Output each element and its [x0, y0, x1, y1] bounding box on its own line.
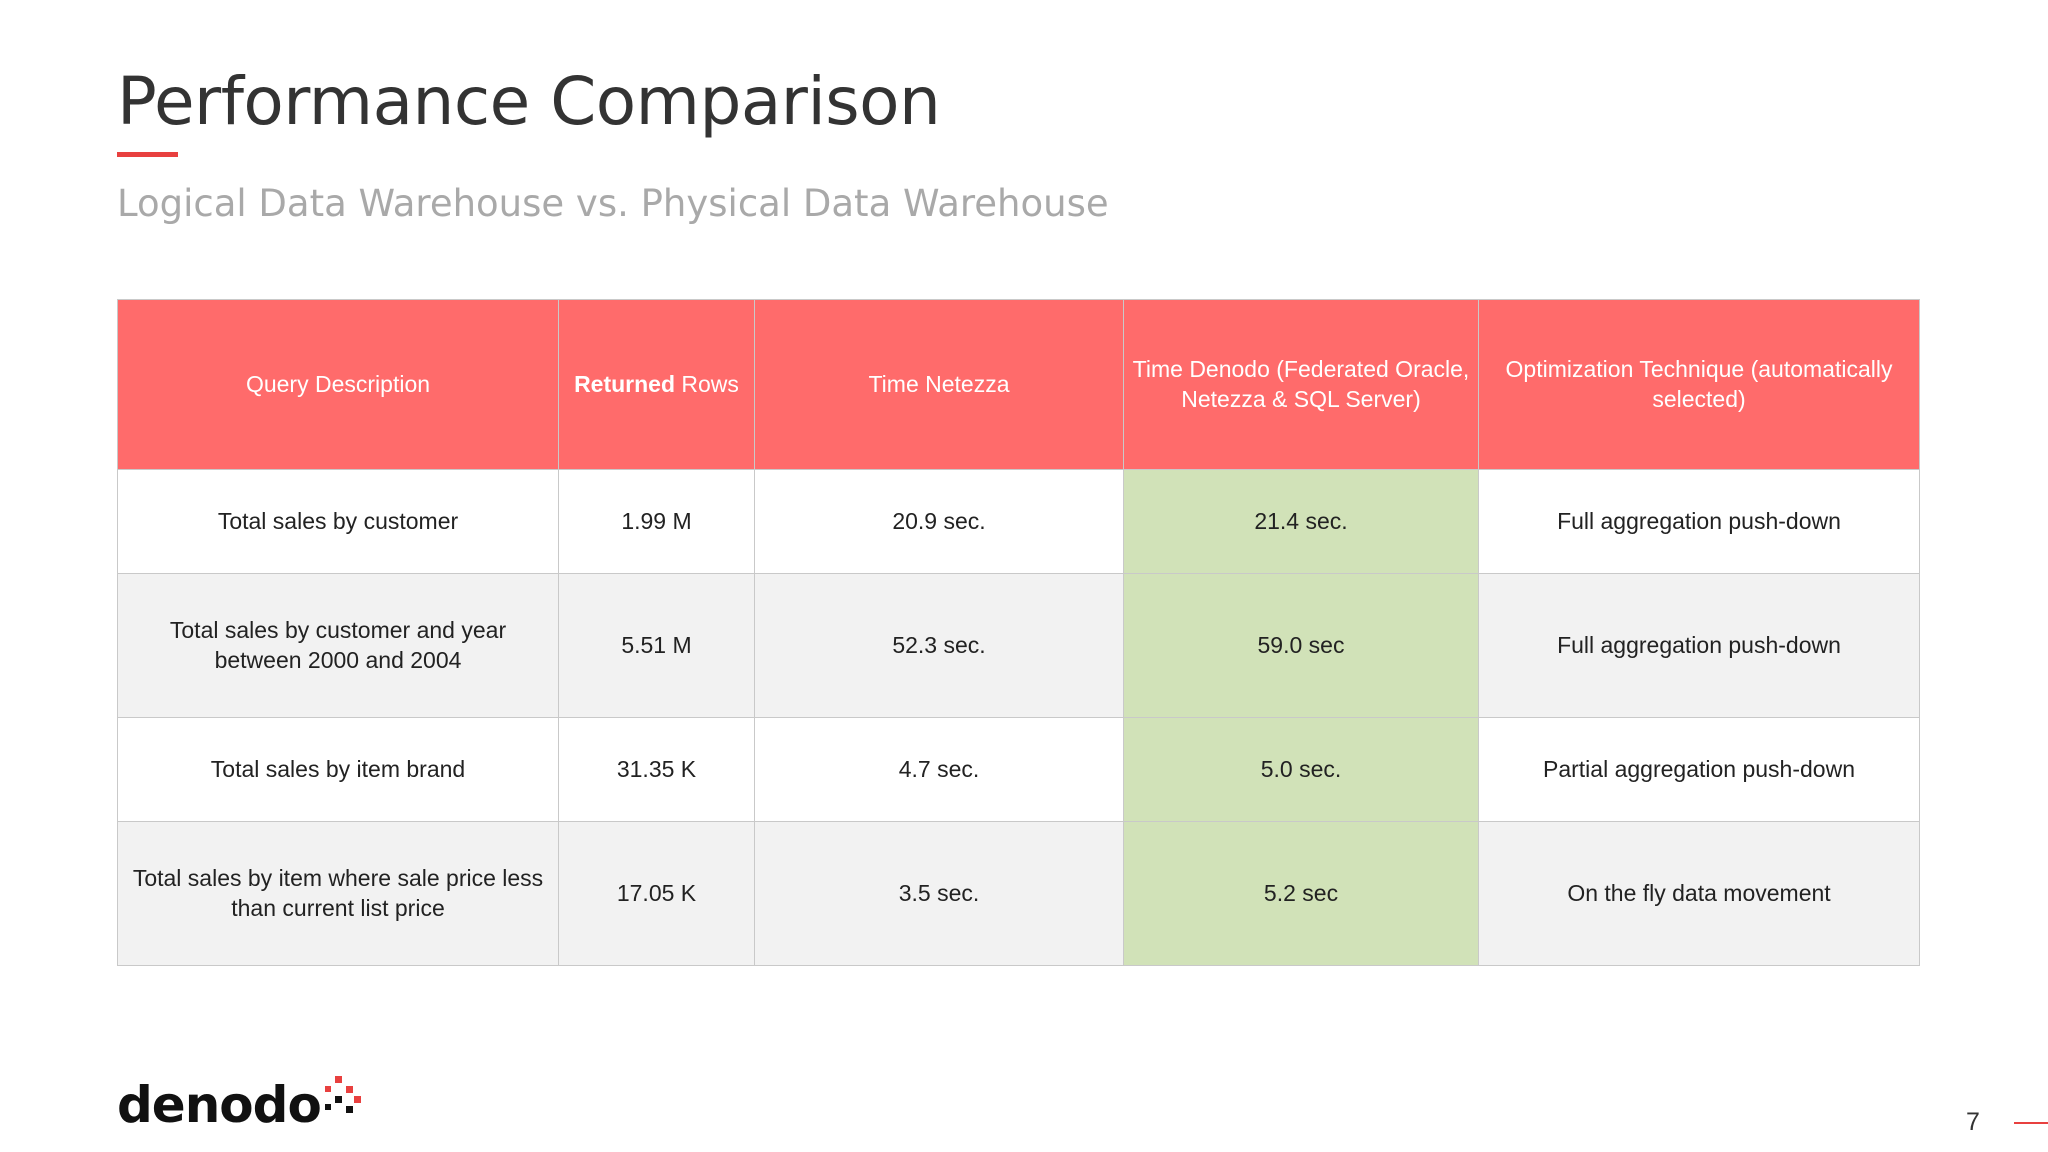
cell-optimization-technique: Full aggregation push-down [1478, 573, 1920, 718]
cell-returned-rows: 5.51 M [558, 573, 755, 718]
table-row: Total sales by customer and year between… [117, 573, 1920, 718]
header-returned-rows: Returned Rows [558, 299, 755, 470]
page-number-rule [2014, 1122, 2048, 1124]
cell-time-denodo: 5.2 sec [1123, 821, 1479, 966]
table-row: Total sales by item brand 31.35 K 4.7 se… [117, 717, 1920, 822]
header-returned-rows-rest: Rows [675, 370, 739, 397]
page-number: 7 [1966, 1108, 1980, 1136]
cell-returned-rows: 17.05 K [558, 821, 755, 966]
slide-title: Performance Comparison [117, 63, 941, 140]
header-optimization-technique: Optimization Technique (automatically se… [1478, 299, 1920, 470]
cell-time-denodo: 21.4 sec. [1123, 469, 1479, 574]
slide-subtitle: Logical Data Warehouse vs. Physical Data… [117, 182, 1109, 225]
performance-table: Query Description Returned Rows Time Net… [117, 299, 1920, 966]
table-row: Total sales by item where sale price les… [117, 821, 1920, 966]
table-header-row: Query Description Returned Rows Time Net… [117, 299, 1920, 470]
cell-returned-rows: 31.35 K [558, 717, 755, 822]
cell-returned-rows: 1.99 M [558, 469, 755, 574]
cell-time-netezza: 52.3 sec. [754, 573, 1124, 718]
cell-query-description: Total sales by customer and year between… [117, 573, 559, 718]
cell-time-denodo: 5.0 sec. [1123, 717, 1479, 822]
cell-optimization-technique: Full aggregation push-down [1478, 469, 1920, 574]
header-time-netezza: Time Netezza [754, 299, 1124, 470]
cell-query-description: Total sales by item where sale price les… [117, 821, 559, 966]
header-query-description: Query Description [117, 299, 559, 470]
cell-time-netezza: 4.7 sec. [754, 717, 1124, 822]
cell-query-description: Total sales by customer [117, 469, 559, 574]
title-underline [117, 152, 178, 157]
header-time-denodo: Time Denodo (Federated Oracle, Netezza &… [1123, 299, 1479, 470]
cell-optimization-technique: On the fly data movement [1478, 821, 1920, 966]
cell-time-netezza: 20.9 sec. [754, 469, 1124, 574]
table-row: Total sales by customer 1.99 M 20.9 sec.… [117, 469, 1920, 574]
logo-dots-icon [324, 1076, 361, 1113]
cell-optimization-technique: Partial aggregation push-down [1478, 717, 1920, 822]
cell-query-description: Total sales by item brand [117, 717, 559, 822]
cell-time-denodo: 59.0 sec [1123, 573, 1479, 718]
header-returned-rows-bold: Returned [574, 370, 676, 397]
denodo-logo: denodo [117, 1076, 363, 1130]
cell-time-netezza: 3.5 sec. [754, 821, 1124, 966]
logo-wordmark: denodo [117, 1076, 322, 1134]
